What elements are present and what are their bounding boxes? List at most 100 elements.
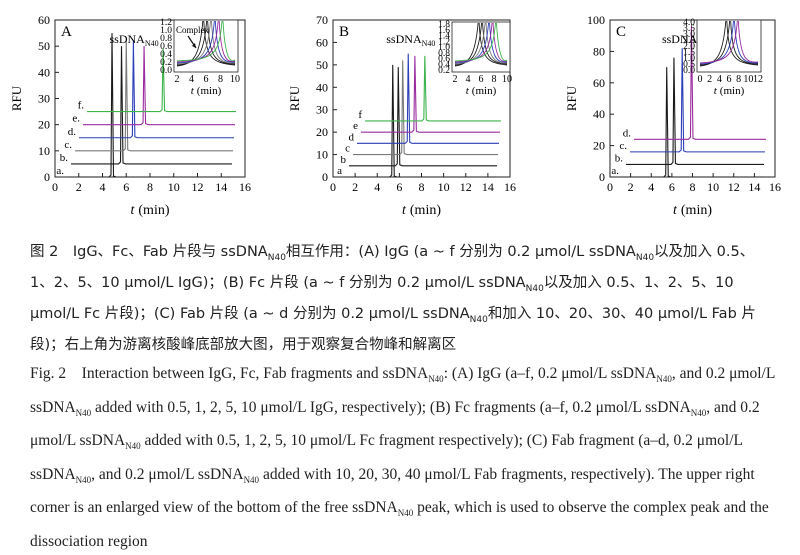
peak-label-text: ssDNA <box>110 32 146 46</box>
inset-trace-3 <box>176 20 236 65</box>
x-tick-label: 10 <box>438 180 450 194</box>
inset-x-axis-unit: (min) <box>197 85 222 97</box>
caption-subscript: N40 <box>267 252 286 263</box>
inset-trace-6 <box>176 20 236 62</box>
inset-x-axis-unit: (min) <box>472 85 497 97</box>
series-label: d. <box>68 126 77 138</box>
inset-x-tick-label: 2 <box>453 74 458 85</box>
x-tick-label: 0 <box>330 180 336 194</box>
inset-y-tick-label: 0.4 <box>438 60 450 70</box>
series-label: c <box>345 143 350 155</box>
x-axis-label: t (min) <box>402 203 441 218</box>
inset-y-tick-label: 1.6 <box>438 26 450 36</box>
inset-trace-2 <box>454 22 508 66</box>
series-trace-3 <box>353 60 498 156</box>
inset-y-tick-label: 0.0 <box>160 66 172 76</box>
inset-x-tick-label: 10 <box>502 74 512 85</box>
y-tick-label: 20 <box>593 139 605 153</box>
series-label: d. <box>623 127 632 139</box>
caption-text: , and 0.2 μmol/L ssDNA <box>30 398 760 450</box>
inset-x-axis-label: t (min) <box>191 85 222 97</box>
series-label: b <box>341 154 347 166</box>
inset-y-tick-label: 3.0 <box>683 30 695 40</box>
y-tick-label: 20 <box>38 118 50 132</box>
inset-x-axis-label: t (min) <box>466 85 497 97</box>
x-axis-label: t (min) <box>131 203 170 218</box>
series-trace-6 <box>365 55 501 122</box>
y-tick-label: 50 <box>316 58 328 72</box>
caption-text: 以及加入 0.5、1、2、5、10 μmol/L Fc 片段)；(C) Fab … <box>30 274 734 322</box>
x-tick-label: 10 <box>168 180 180 194</box>
y-tick-label: 30 <box>316 103 328 117</box>
y-tick-label: 40 <box>316 80 328 94</box>
x-tick-label: 14 <box>482 180 494 194</box>
y-tick-label: 60 <box>593 76 605 90</box>
inset-y-tick-label: 0.8 <box>160 34 172 44</box>
inset-y-tick-label: 1.2 <box>160 18 172 28</box>
caption-text: , and 0.2 μmol/L ssDNA <box>30 365 775 416</box>
inset-trace-3 <box>699 20 759 65</box>
caption-subscript: N40 <box>243 474 260 485</box>
series-trace-2 <box>349 67 497 167</box>
x-tick-label: 0 <box>607 180 613 194</box>
series-trace-2 <box>626 57 764 165</box>
caption-subscript: N40 <box>656 374 672 385</box>
caption-english: Fig. 2 Interaction between IgG, Fc, Fab … <box>30 360 775 555</box>
y-tick-label: 0 <box>599 170 605 184</box>
inset-y-tick-label: 1.0 <box>160 26 172 36</box>
caption-subscript: N40 <box>397 508 414 519</box>
series-label: b. <box>615 152 624 164</box>
inset-trace-1 <box>699 20 759 67</box>
y-tick-label: 10 <box>316 148 328 162</box>
series-label: e <box>353 120 358 132</box>
x-tick-label: 2 <box>628 180 634 194</box>
caption-text: 和加入 10、20、30、40 μmol/L Fab 片段)；右上角为游离核酸峰… <box>30 305 756 353</box>
caption-text: , and 0.2 μmol/L ssDNA <box>91 465 244 483</box>
caption-subscript: N40 <box>75 474 92 485</box>
inset-trace-4 <box>699 20 759 64</box>
x-axis-label-var: t <box>402 203 407 218</box>
y-tick-label: 20 <box>316 125 328 139</box>
y-tick-label: 40 <box>593 107 605 121</box>
x-tick-label: 8 <box>419 180 425 194</box>
inset-y-tick-label: 2.0 <box>683 42 695 52</box>
inset-y-tick-label: 0.0 <box>683 66 695 76</box>
x-tick-label: 2 <box>352 180 358 194</box>
inset-trace-6 <box>454 22 508 62</box>
caption-text: added with 10, 20, 30, 40 μmol/L Fab fra… <box>30 465 755 517</box>
x-tick-label: 16 <box>239 180 251 194</box>
inset-x-axis-unit: (min) <box>720 85 745 97</box>
inset-annotation: Complex <box>176 25 209 35</box>
inset-x-tick-label: 2 <box>707 74 712 85</box>
caption-subscript: N40 <box>525 283 544 294</box>
x-axis-label-var: t <box>131 203 136 218</box>
series-trace-6 <box>87 48 236 113</box>
series-trace-1 <box>345 64 496 178</box>
inset-trace-2 <box>699 20 759 66</box>
inset-y-tick-label: 4.0 <box>683 18 695 28</box>
inset-y-tick-label: 1.0 <box>438 43 450 53</box>
inset-y-tick-label: 0.2 <box>160 58 172 68</box>
inset-y-tick-label: 1.4 <box>438 32 450 42</box>
inset-x-tick-label: 6 <box>727 74 732 85</box>
caption-subscript: N40 <box>125 441 141 452</box>
series-label: a <box>337 165 342 177</box>
inset-y-tick-label: 0.6 <box>438 55 450 65</box>
inset-y-tick-label: 0.6 <box>160 42 172 52</box>
caption-text: : (A) IgG (a–f, 0.2 μmol/L ssDNA <box>443 365 657 382</box>
y-axis-label: RFU <box>287 85 302 111</box>
x-tick-label: 0 <box>52 180 58 194</box>
caption-text: 相互作用：(A) IgG (a ~ f 分别为 0.2 μmol/L ssDNA <box>285 244 636 260</box>
inset-y-tick-label: 2.5 <box>683 36 695 46</box>
arrow-head-icon <box>192 43 196 48</box>
inset-trace-3 <box>454 22 508 65</box>
x-tick-label: 10 <box>707 180 719 194</box>
x-tick-label: 14 <box>748 180 760 194</box>
inset-x-tick-label: 2 <box>175 74 180 85</box>
inset-x-tick-label: 8 <box>736 74 741 85</box>
x-tick-label: 2 <box>76 180 82 194</box>
inset-y-tick-label: 0.2 <box>438 66 450 76</box>
x-tick-label: 6 <box>396 180 402 194</box>
